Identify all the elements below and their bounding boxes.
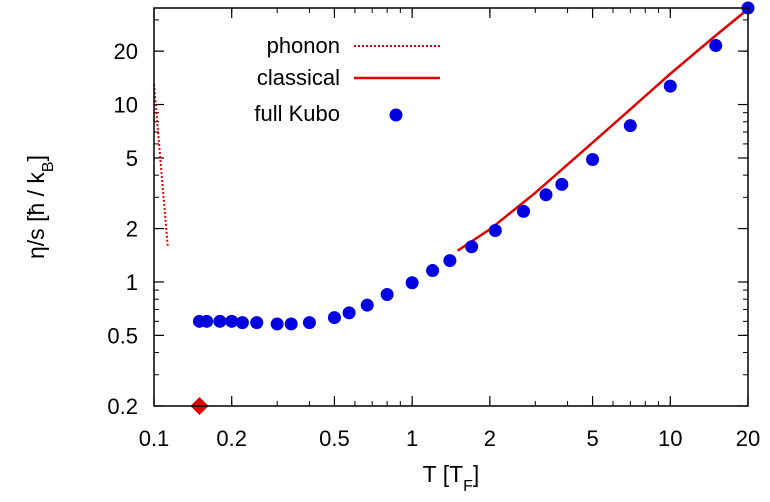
data-point-full-kubo xyxy=(342,306,356,320)
tick-marks xyxy=(153,8,749,407)
legend-label-full-kubo: full Kubo xyxy=(254,101,340,126)
y-tick-label: 5 xyxy=(126,146,138,171)
series-line-phonon xyxy=(153,84,169,246)
data-point-full-kubo xyxy=(360,298,374,312)
data-point-full-kubo xyxy=(405,276,419,290)
y-tick-label: 0.5 xyxy=(107,323,138,348)
data-point-full-kubo xyxy=(623,119,637,133)
data-point-full-kubo xyxy=(443,254,457,268)
data-point-full-kubo xyxy=(200,314,214,328)
y-tick-label: 10 xyxy=(114,93,138,118)
x-tick-label: 5 xyxy=(586,426,598,451)
y-tick-label: 1 xyxy=(126,270,138,295)
x-tick-label: 0.5 xyxy=(319,426,350,451)
data-point-full-kubo xyxy=(709,39,723,53)
legend-label-classical: classical xyxy=(257,65,340,90)
legend-label-phonon: phonon xyxy=(267,33,340,58)
legend: phonon classical full Kubo xyxy=(254,33,440,126)
data-point-full-kubo xyxy=(465,240,479,254)
y-axis-label-main: η/s [ħ / k xyxy=(23,172,49,259)
y-axis-label-end: ] xyxy=(23,155,49,161)
data-point-full-kubo xyxy=(213,314,227,328)
data-point-full-kubo xyxy=(488,224,502,238)
y-axis-label: η/s [ħ / kB] xyxy=(23,155,57,259)
x-axis-label-end: ] xyxy=(473,461,479,487)
data-point-full-kubo xyxy=(250,316,264,330)
data-point-full-kubo xyxy=(586,153,600,167)
data-point-full-kubo xyxy=(225,314,239,328)
data-point-full-kubo xyxy=(539,188,553,202)
y-axis-label-sub: B xyxy=(40,161,57,172)
x-tick-label: 10 xyxy=(658,426,682,451)
x-axis-label-sub: F xyxy=(463,478,473,495)
data-point-full-kubo xyxy=(380,287,394,301)
data-point-full-kubo xyxy=(327,311,341,325)
data-point-full-kubo xyxy=(302,316,316,330)
x-axis-label: T [TF] xyxy=(423,461,480,495)
x-tick-label: 20 xyxy=(736,426,760,451)
x-axis-label-main: T [T xyxy=(423,461,463,487)
data-point-full-kubo xyxy=(663,79,677,93)
y-tick-label: 20 xyxy=(114,39,138,64)
data-point-full-kubo xyxy=(270,317,284,331)
x-tick-label: 1 xyxy=(406,426,418,451)
data-point-full-kubo xyxy=(284,317,298,331)
legend-swatch-full-kubo xyxy=(389,108,403,122)
x-tick-label: 0.1 xyxy=(139,426,170,451)
x-tick-label: 0.2 xyxy=(216,426,247,451)
plot-frame xyxy=(153,7,749,407)
y-tick-label: 2 xyxy=(126,217,138,242)
data-point-full-kubo xyxy=(426,264,440,278)
series-layer xyxy=(153,1,755,415)
y-tick-label: 0.2 xyxy=(107,394,138,419)
series-line-classical xyxy=(456,8,749,252)
data-point-full-kubo xyxy=(555,177,569,191)
data-point-full-kubo xyxy=(235,316,249,330)
x-tick-label: 2 xyxy=(484,426,496,451)
data-point-full-kubo xyxy=(516,204,530,218)
